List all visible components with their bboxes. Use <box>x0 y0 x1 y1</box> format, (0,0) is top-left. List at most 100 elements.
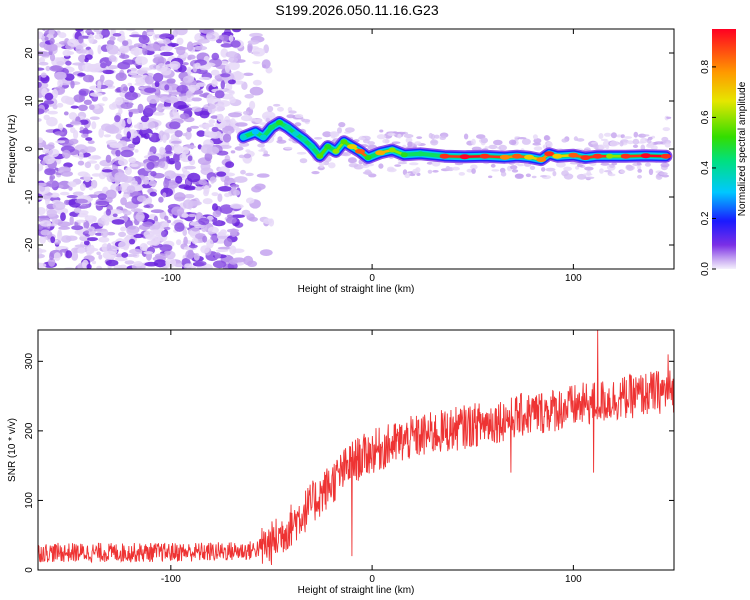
halo-speckle <box>367 141 376 146</box>
noise-speckle <box>190 106 202 112</box>
noise-speckle <box>120 197 127 206</box>
noise-speckle <box>55 140 66 144</box>
noise-speckle <box>203 189 209 197</box>
noise-speckle <box>83 240 90 246</box>
noise-speckle <box>228 112 242 118</box>
halo-speckle <box>514 173 524 179</box>
noise-speckle <box>104 220 110 226</box>
ridge-point <box>355 148 365 154</box>
halo-speckle <box>637 174 642 179</box>
noise-speckle <box>143 251 154 255</box>
halo-speckle <box>267 105 274 113</box>
noise-speckle <box>158 196 164 203</box>
noise-speckle <box>127 82 133 87</box>
noise-speckle <box>58 226 71 230</box>
noise-speckle <box>223 115 231 126</box>
halo-speckle <box>626 140 634 145</box>
snr-series <box>38 330 674 565</box>
noise-speckle <box>182 75 194 83</box>
noise-speckle <box>78 104 88 112</box>
noise-speckle <box>209 176 217 183</box>
noise-speckle <box>176 239 182 246</box>
noise-speckle <box>68 186 73 191</box>
x-tick-label: 0 <box>369 273 375 284</box>
halo-speckle <box>288 110 297 114</box>
ridge-point <box>259 134 267 140</box>
halo-speckle <box>387 166 395 171</box>
noise-speckle <box>233 189 241 196</box>
halo-speckle <box>264 115 273 119</box>
noise-speckle <box>165 257 177 268</box>
noise-speckle <box>38 67 45 71</box>
halo-speckle <box>666 116 672 120</box>
noise-speckle <box>123 214 128 223</box>
noise-speckle <box>108 55 117 62</box>
noise-speckle <box>153 259 167 268</box>
noise-speckle <box>53 252 61 261</box>
halo-speckle <box>598 133 604 139</box>
noise-speckle <box>106 231 116 236</box>
noise-speckle <box>164 250 171 255</box>
snr-series-line <box>38 330 674 565</box>
noise-speckle <box>206 31 220 42</box>
noise-speckle <box>146 31 155 36</box>
noise-speckle <box>135 56 143 64</box>
noise-speckle <box>143 204 151 208</box>
noise-speckle <box>199 29 214 34</box>
noise-speckle <box>212 260 227 269</box>
noise-speckle <box>238 154 245 159</box>
noise-speckle <box>184 263 193 268</box>
noise-speckle <box>143 244 148 249</box>
halo-speckle <box>533 138 542 144</box>
y-tick-label: 300 <box>24 353 35 370</box>
noise-speckle <box>96 265 102 269</box>
noise-speckle <box>79 129 93 134</box>
halo-speckle <box>636 162 642 166</box>
noise-speckle <box>101 228 109 238</box>
noise-speckle <box>91 121 97 130</box>
noise-speckle <box>38 31 44 40</box>
noise-speckle <box>174 222 185 232</box>
halo-speckle <box>533 146 543 151</box>
halo-speckle <box>262 153 271 157</box>
noise-speckle <box>211 126 219 132</box>
halo-speckle <box>416 136 423 140</box>
halo-speckle <box>328 162 336 169</box>
noise-speckle <box>136 195 147 202</box>
noise-speckle <box>186 41 194 52</box>
noise-speckle <box>70 127 76 134</box>
noise-speckle <box>183 236 188 246</box>
halo-speckle <box>593 143 599 150</box>
halo-speckle <box>265 117 270 123</box>
noise-speckle <box>217 113 224 123</box>
noise-speckle <box>153 112 165 116</box>
noise-speckle <box>38 262 47 269</box>
noise-speckle <box>247 45 253 53</box>
noise-speckle <box>86 263 92 269</box>
noise-speckle <box>131 74 143 78</box>
halo-speckle <box>480 137 488 144</box>
ridge-point <box>568 152 579 158</box>
noise-speckle <box>154 80 160 88</box>
noise-speckle <box>78 152 84 160</box>
halo-speckle <box>248 117 257 122</box>
halo-speckle <box>500 171 507 177</box>
halo-speckle <box>337 127 342 134</box>
halo-speckle <box>338 122 346 128</box>
noise-speckle <box>115 97 124 106</box>
noise-speckle <box>91 260 97 265</box>
noise-speckle <box>43 144 55 150</box>
noise-speckle <box>251 185 262 193</box>
noise-speckle <box>126 131 131 139</box>
noise-speckle <box>84 230 89 234</box>
noise-speckle <box>104 79 114 87</box>
noise-speckle <box>140 115 149 123</box>
noise-speckle <box>161 106 176 110</box>
halo-speckle <box>345 127 355 133</box>
noise-speckle <box>160 34 173 38</box>
halo-speckle <box>245 149 251 153</box>
noise-speckle <box>57 78 63 88</box>
ridge-point <box>479 153 490 159</box>
noise-speckle <box>182 133 188 137</box>
